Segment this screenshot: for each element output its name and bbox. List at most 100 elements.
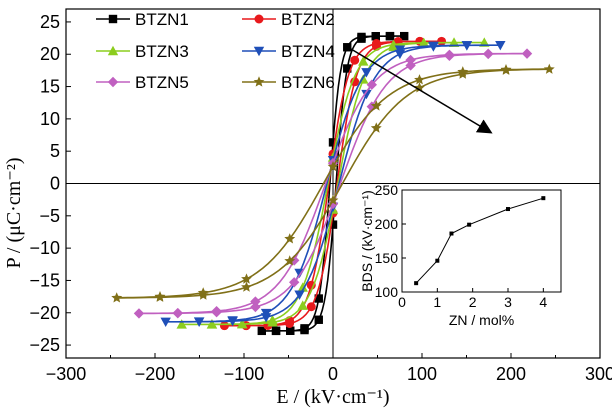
btzn3-marker (237, 318, 248, 329)
y-tick-label: 20 (40, 44, 60, 64)
btzn5-marker (250, 301, 261, 313)
legend-item-btzn6: BTZN6 (242, 73, 335, 92)
trend-arrow (345, 45, 493, 134)
btzn4-marker (160, 317, 171, 328)
main-series (111, 31, 555, 336)
legend-item-btzn5: BTZN5 (96, 73, 189, 92)
btzn4-marker (428, 41, 439, 52)
btzn1-marker (286, 326, 295, 335)
btzn4-marker (461, 41, 473, 51)
inset-frame (401, 189, 562, 293)
btzn6-marker (414, 74, 425, 85)
btzn5-marker (211, 305, 222, 317)
inset-point (506, 207, 510, 212)
x-tick-label: 200 (496, 364, 526, 384)
series-btzn6 (111, 63, 555, 303)
legend-item-btzn3: BTZN3 (96, 42, 189, 61)
main-axes: −300 −200 −100 0 100 200 3002520151050−5−10−15… (29, 8, 612, 384)
inset-line (415, 197, 544, 284)
btzn2-marker (219, 321, 229, 331)
x-axis-title: E / (kV·cm⁻¹) (276, 386, 389, 408)
legend-label: BTZN1 (135, 10, 189, 29)
btzn4-loop (165, 44, 501, 323)
inset-point (467, 222, 472, 227)
btzn5-marker (366, 79, 378, 90)
btzn3-marker (176, 319, 187, 329)
btzn3-marker (358, 56, 369, 66)
y-tick-label: −15 (29, 270, 60, 290)
btzn6-marker (457, 66, 469, 77)
btzn4-marker (193, 317, 205, 327)
btzn2-marker (350, 55, 360, 65)
btzn6-marker (111, 292, 123, 303)
btzn3-marker (297, 282, 308, 292)
inset-y-tick-label: 150 (375, 250, 399, 266)
legend-label: BTZN5 (135, 73, 189, 92)
x-tick-label: 100 (407, 364, 437, 384)
legend-label: BTZN3 (135, 42, 189, 61)
btzn4-marker (260, 308, 272, 319)
btzn6-marker (370, 100, 382, 111)
btzn5-marker (172, 307, 183, 319)
btzn5-marker (250, 296, 261, 307)
btzn3-marker (206, 319, 218, 329)
btzn1-marker (271, 326, 281, 336)
legend-label: BTZN6 (281, 73, 335, 92)
btzn2-marker (306, 280, 316, 290)
btzn3-marker (418, 37, 429, 48)
legend-btzn1-marker (108, 14, 118, 24)
inset-point (414, 281, 419, 286)
inset-x-tick-label: 2 (469, 294, 477, 310)
btzn1-marker (371, 31, 380, 41)
legend-btzn4-marker (253, 46, 265, 57)
series-btzn1 (257, 31, 409, 336)
btzn1-marker (400, 31, 409, 41)
y-tick-label: −5 (39, 206, 60, 226)
btzn6-marker (197, 287, 209, 298)
btzn2-marker (437, 36, 447, 46)
legend: BTZN1 BTZN2 BTZN3 BTZN4 BTZN5 BTZN6 (96, 10, 335, 92)
btzn4-marker (294, 290, 305, 300)
inset-x-tick-label: 1 (433, 294, 441, 310)
btzn6-marker (414, 82, 425, 93)
inset-point (541, 196, 546, 201)
btzn4-marker (361, 89, 372, 100)
x-tick-label: −300 (46, 364, 87, 384)
btzn6-marker (370, 122, 382, 133)
btzn1-marker (343, 64, 352, 73)
btzn6-marker (500, 64, 512, 75)
btzn5-marker (133, 308, 145, 319)
y-tick-label: 15 (40, 77, 60, 97)
series-btzn5 (133, 48, 533, 319)
y-tick-label: 0 (50, 174, 60, 194)
btzn6-marker (543, 63, 555, 74)
btzn5-marker (405, 60, 416, 71)
y-tick-label: −20 (29, 303, 60, 323)
btzn1-marker (257, 326, 266, 336)
btzn6-marker (284, 255, 296, 266)
legend-label: BTZN2 (281, 10, 335, 29)
btzn6-marker (241, 273, 252, 284)
btzn6-marker (241, 281, 252, 292)
y-tick-label: −10 (29, 238, 60, 258)
btzn2-marker (306, 302, 316, 312)
btzn3-loop (181, 41, 485, 326)
inset-x-tick-label: 3 (504, 294, 512, 310)
btzn1-marker (357, 32, 366, 42)
legend-label: BTZN4 (281, 42, 335, 61)
inset-y-tick-label: 100 (375, 284, 399, 300)
inset-point (435, 258, 440, 263)
btzn6-marker (327, 161, 339, 172)
inset-x-axis-title: ZN / mol% (449, 312, 514, 328)
btzn3-marker (297, 300, 308, 310)
legend-item-btzn1: BTZN1 (96, 10, 189, 29)
btzn1-marker (314, 315, 323, 324)
inset-y-tick-label: 250 (375, 182, 399, 198)
x-tick-label: −200 (135, 364, 176, 384)
btzn5-marker (327, 198, 339, 210)
x-tick-label: 300 (585, 364, 612, 384)
btzn5-marker (288, 277, 300, 288)
inset-point (449, 231, 454, 236)
inset-y-axis-title: BDS / (kV·cm⁻¹) (359, 190, 375, 292)
